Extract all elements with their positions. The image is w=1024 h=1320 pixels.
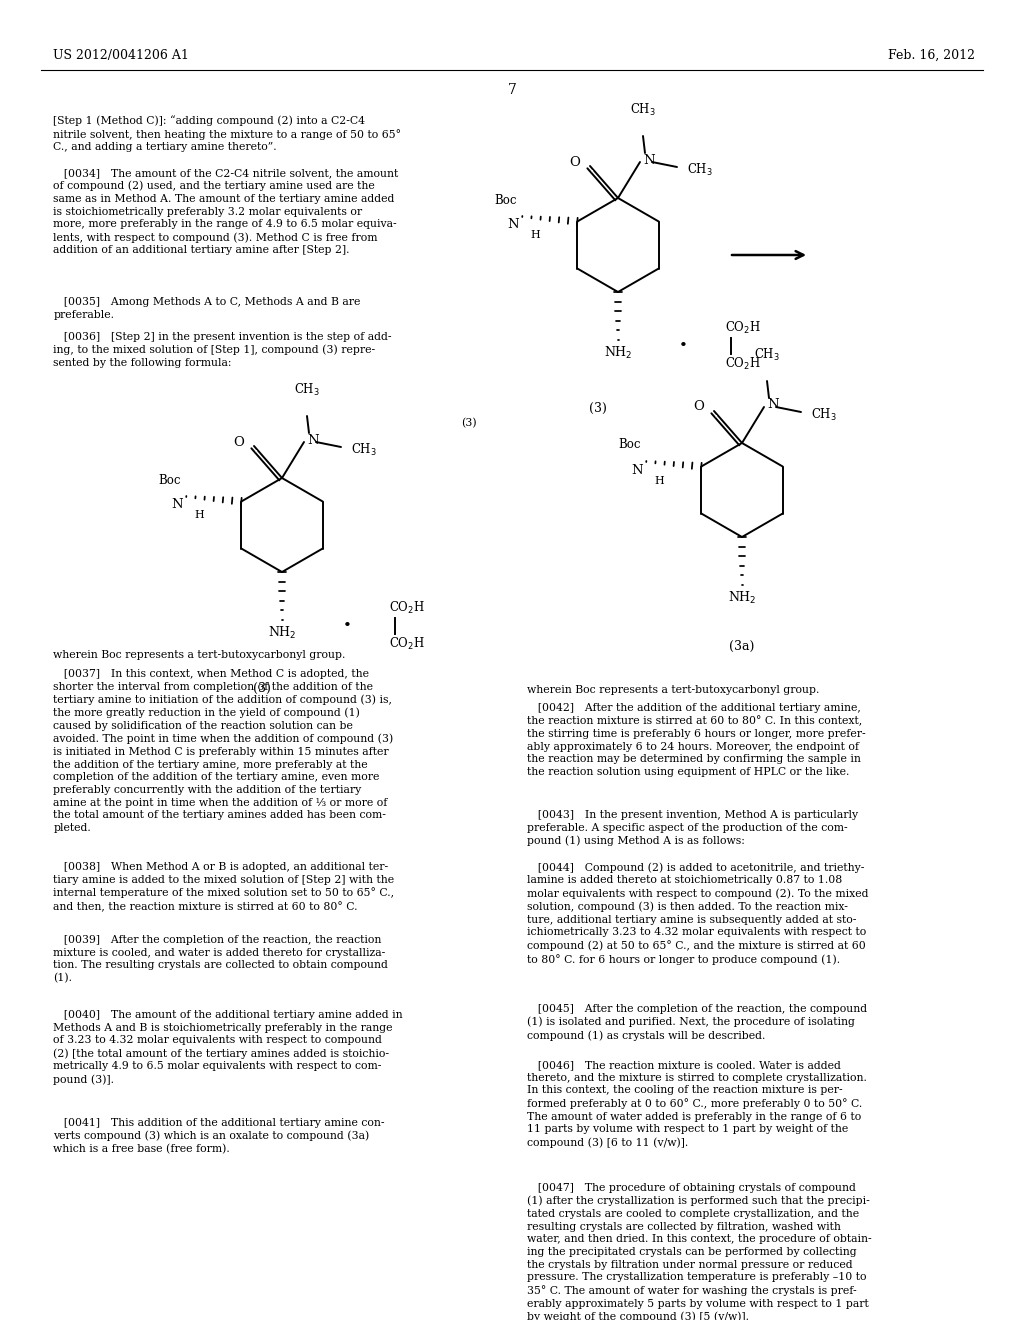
Text: ,: , xyxy=(591,164,594,173)
Text: [0042] After the addition of the additional tertiary amine,
the reaction mixture: [0042] After the addition of the additio… xyxy=(527,704,866,777)
Text: H: H xyxy=(195,511,204,520)
Text: N: N xyxy=(508,219,519,231)
Text: [0046] The reaction mixture is cooled. Water is added
thereto, and the mixture i: [0046] The reaction mixture is cooled. W… xyxy=(527,1060,867,1148)
Text: (3): (3) xyxy=(253,682,271,696)
Text: CO$_2$H: CO$_2$H xyxy=(389,636,425,652)
Text: N: N xyxy=(643,153,654,166)
Text: CH$_3$: CH$_3$ xyxy=(630,102,656,117)
Text: CO$_2$H: CO$_2$H xyxy=(725,319,761,337)
Text: CH$_3$: CH$_3$ xyxy=(687,162,713,178)
Text: (3): (3) xyxy=(461,418,476,428)
Text: H: H xyxy=(530,231,540,240)
Text: (3): (3) xyxy=(589,403,607,414)
Text: [0034] The amount of the C2-C4 nitrile solvent, the amount
of compound (2) used,: [0034] The amount of the C2-C4 nitrile s… xyxy=(53,168,398,255)
Text: NH$_2$: NH$_2$ xyxy=(728,590,757,606)
Text: H: H xyxy=(654,475,664,486)
Text: N: N xyxy=(632,463,643,477)
Text: CH$_3$: CH$_3$ xyxy=(351,442,377,458)
Text: Feb. 16, 2012: Feb. 16, 2012 xyxy=(888,49,975,62)
Text: 7: 7 xyxy=(508,83,516,96)
Text: US 2012/0041206 A1: US 2012/0041206 A1 xyxy=(53,49,189,62)
Text: [0047] The procedure of obtaining crystals of compound
(1) after the crystalliza: [0047] The procedure of obtaining crysta… xyxy=(527,1183,872,1320)
Text: ,: , xyxy=(255,444,258,453)
Text: (3a): (3a) xyxy=(729,640,755,653)
Text: Boc: Boc xyxy=(618,438,641,451)
Text: CH$_3$: CH$_3$ xyxy=(811,407,837,422)
Text: [0044] Compound (2) is added to acetonitrile, and triethy-
lamine is added there: [0044] Compound (2) is added to acetonit… xyxy=(527,862,868,965)
Text: N: N xyxy=(767,399,778,412)
Text: N: N xyxy=(172,499,183,511)
Text: N: N xyxy=(307,433,318,446)
Text: [0037] In this context, when Method C is adopted, the
shorter the interval from : [0037] In this context, when Method C is… xyxy=(53,669,393,833)
Text: CO$_2$H: CO$_2$H xyxy=(725,356,761,372)
Text: [0035] Among Methods A to C, Methods A and B are
preferable.: [0035] Among Methods A to C, Methods A a… xyxy=(53,297,360,319)
Text: [0040] The amount of the additional tertiary amine added in
Methods A and B is s: [0040] The amount of the additional tert… xyxy=(53,1010,402,1085)
Text: O: O xyxy=(693,400,705,413)
Text: CO$_2$H: CO$_2$H xyxy=(389,599,425,616)
Text: [0039] After the completion of the reaction, the reaction
mixture is cooled, and: [0039] After the completion of the react… xyxy=(53,935,388,983)
Text: [0045] After the completion of the reaction, the compound
(1) is isolated and pu: [0045] After the completion of the react… xyxy=(527,1005,867,1040)
Text: CH$_3$: CH$_3$ xyxy=(294,381,319,399)
Text: wherein Boc represents a tert-butoxycarbonyl group.: wherein Boc represents a tert-butoxycarb… xyxy=(53,649,346,660)
Text: NH$_2$: NH$_2$ xyxy=(604,345,632,362)
Text: ,: , xyxy=(715,409,718,418)
Text: Boc: Boc xyxy=(159,474,181,487)
Text: •: • xyxy=(343,619,351,634)
Text: NH$_2$: NH$_2$ xyxy=(267,624,296,642)
Text: wherein Boc represents a tert-butoxycarbonyl group.: wherein Boc represents a tert-butoxycarb… xyxy=(527,685,820,696)
Text: O: O xyxy=(233,436,244,449)
Text: [Step 1 (Method C)]: “adding compound (2) into a C2-C4
nitrile solvent, then hea: [Step 1 (Method C)]: “adding compound (2… xyxy=(53,115,401,152)
Text: O: O xyxy=(569,156,580,169)
Text: Boc: Boc xyxy=(495,194,517,206)
Text: [0043] In the present invention, Method A is particularly
preferable. A specific: [0043] In the present invention, Method … xyxy=(527,810,858,846)
Text: CH$_3$: CH$_3$ xyxy=(754,347,780,363)
Text: [0038] When Method A or B is adopted, an additional ter-
tiary amine is added to: [0038] When Method A or B is adopted, an… xyxy=(53,862,394,912)
Text: •: • xyxy=(679,339,687,352)
Text: [0036] [Step 2] in the present invention is the step of add-
ing, to the mixed s: [0036] [Step 2] in the present invention… xyxy=(53,333,392,368)
Text: [0041] This addition of the additional tertiary amine con-
verts compound (3) wh: [0041] This addition of the additional t… xyxy=(53,1118,385,1155)
